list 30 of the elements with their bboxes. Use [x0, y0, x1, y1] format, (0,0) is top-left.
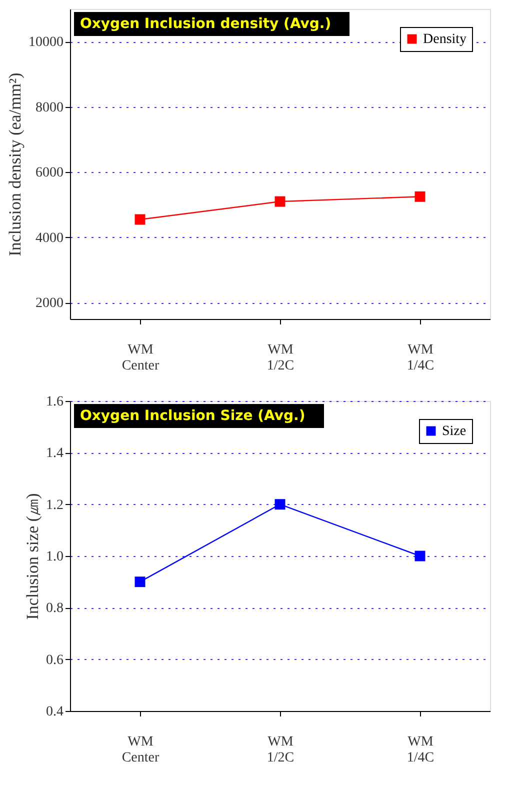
y-tick-label: 4000 [36, 230, 64, 246]
y-tick-label: 0.4 [46, 704, 64, 720]
x-tick-label: WM Center [122, 342, 160, 374]
point [134, 576, 146, 588]
legend-label: Size [442, 424, 466, 439]
point [274, 196, 286, 207]
x-tick-label: WM 1/2C [266, 342, 294, 374]
text: Oxygen Inclusion density (Avg.) [80, 16, 332, 32]
point [414, 191, 426, 202]
text: Oxygen Inclusion Size (Avg.) [80, 408, 306, 424]
legend-label: Density [423, 32, 467, 47]
point [414, 550, 426, 562]
x-tick-label: WM 1/4C [406, 342, 434, 374]
y-tick-label: 2000 [36, 296, 64, 312]
point [134, 214, 146, 225]
y-tick-label: 8000 [36, 100, 64, 116]
x-tick-label: WM 1/2C [266, 734, 294, 766]
y-tick-label: 1.6 [46, 394, 64, 410]
y-tick-label: 1.2 [46, 498, 64, 513]
y-tick-label: 0.8 [46, 601, 64, 616]
x-tick-label: WM 1/4C [406, 734, 434, 766]
y-tick-label: 1.4 [46, 446, 64, 462]
y-tick-label: 1.0 [46, 550, 64, 564]
point [274, 499, 286, 510]
x-tick-label: WM Center [122, 734, 160, 766]
y-axis-title: Inclusion density (ea/mm²) [6, 72, 24, 256]
y-tick-label: 10000 [28, 35, 64, 50]
y-axis-title: Inclusion size (㎛) [23, 493, 42, 620]
y-tick-label: 6000 [36, 166, 64, 181]
y-tick-label: 0.6 [46, 652, 64, 668]
